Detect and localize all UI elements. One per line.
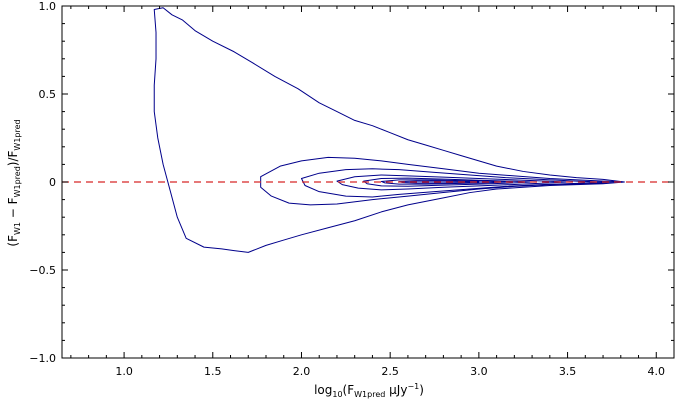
x-tick-label: 2.0 bbox=[293, 365, 311, 378]
y-tick-label: 0.5 bbox=[39, 88, 57, 101]
x-axis: 1.0 1.5 2.0 2.5 3.0 3.5 4.0 bbox=[70, 6, 675, 378]
y-tick-label: −1.0 bbox=[29, 352, 56, 365]
x-tick-label: 3.0 bbox=[470, 365, 488, 378]
y-axis: −1.0 −0.5 0 0.5 1.0 bbox=[29, 0, 674, 365]
y-tick-label: 0 bbox=[49, 176, 56, 189]
x-tick-label: 4.0 bbox=[648, 365, 666, 378]
y-axis-label: (FW1 − FW1pred)/FW1pred bbox=[6, 119, 22, 246]
x-tick-label: 2.5 bbox=[381, 365, 399, 378]
y-tick-label: −0.5 bbox=[29, 264, 56, 277]
contour-level-3 bbox=[300, 168, 604, 198]
x-tick-label: 3.5 bbox=[559, 365, 577, 378]
x-tick-label: 1.5 bbox=[204, 365, 222, 378]
x-tick-label: 1.0 bbox=[115, 365, 133, 378]
y-tick-label: 1.0 bbox=[39, 0, 57, 13]
contour-level-2 bbox=[260, 156, 625, 206]
contour-level-1 bbox=[153, 7, 625, 253]
